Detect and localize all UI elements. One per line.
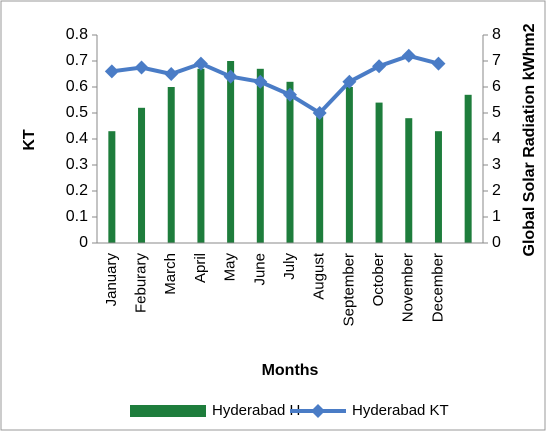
y2-tick-label: 6 <box>492 78 501 95</box>
legend-marker <box>311 404 325 418</box>
line-marker <box>223 69 238 84</box>
y-axis-title: KT <box>21 129 38 151</box>
x-tick-label: November <box>400 253 417 322</box>
y-tick-label: 0.2 <box>66 182 88 199</box>
line-marker <box>193 56 208 71</box>
x-tick-label: October <box>370 253 387 306</box>
bar <box>138 107 146 243</box>
bar <box>108 131 116 243</box>
y-tick-label: 0.6 <box>66 78 88 95</box>
x-axis-title: Months <box>262 362 319 379</box>
y-tick-label: 0 <box>79 234 88 251</box>
y-tick-label: 0.3 <box>66 156 88 173</box>
legend-swatch <box>130 405 206 417</box>
x-tick-label: May <box>222 253 239 282</box>
y2-tick-label: 4 <box>492 130 501 147</box>
bar <box>405 118 413 243</box>
line-marker <box>283 87 297 102</box>
y-tick-label: 0.5 <box>66 104 88 121</box>
x-tick-label: September <box>340 253 357 326</box>
line-marker <box>401 48 416 63</box>
bar <box>316 115 324 243</box>
line-marker <box>164 67 179 81</box>
x-tick-label: August <box>311 252 328 300</box>
bar <box>197 68 205 243</box>
line-marker <box>431 56 446 71</box>
x-tick-label: March <box>162 253 179 295</box>
y-tick-label: 0.1 <box>66 208 88 225</box>
y2-axis-title: Global Solar Radiation kWhm2 <box>521 23 538 256</box>
bar <box>167 87 175 243</box>
bar <box>256 68 264 243</box>
line-marker <box>134 60 149 75</box>
bar <box>286 81 294 243</box>
legend-label: Hyderabad KT <box>352 402 449 419</box>
x-tick-label: June <box>251 253 268 286</box>
x-tick-label: December <box>429 253 446 322</box>
y2-tick-label: 3 <box>492 156 501 173</box>
y2-tick-label: 0 <box>492 234 501 251</box>
bar <box>345 87 353 243</box>
y-tick-label: 0.7 <box>66 52 88 69</box>
bar <box>464 94 472 243</box>
line-marker <box>342 74 357 89</box>
y2-tick-label: 2 <box>492 182 501 199</box>
y-tick-label: 0.8 <box>66 26 88 43</box>
bar <box>227 61 235 243</box>
line-marker <box>372 59 387 74</box>
x-tick-label: Feburary <box>133 253 150 314</box>
y-tick-label: 0.4 <box>66 130 88 147</box>
bar <box>434 131 442 243</box>
y2-tick-label: 5 <box>492 104 501 121</box>
line-marker <box>104 64 119 79</box>
x-tick-label: April <box>192 253 209 283</box>
y2-tick-label: 7 <box>492 52 501 69</box>
x-tick-label: July <box>281 253 298 280</box>
y2-tick-label: 1 <box>492 208 501 225</box>
legend-label: Hyderabad H <box>212 402 300 419</box>
x-tick-label: January <box>103 253 120 307</box>
line-marker <box>312 106 327 120</box>
bar <box>375 102 383 243</box>
y2-tick-label: 8 <box>492 26 501 43</box>
line-marker <box>253 74 268 89</box>
